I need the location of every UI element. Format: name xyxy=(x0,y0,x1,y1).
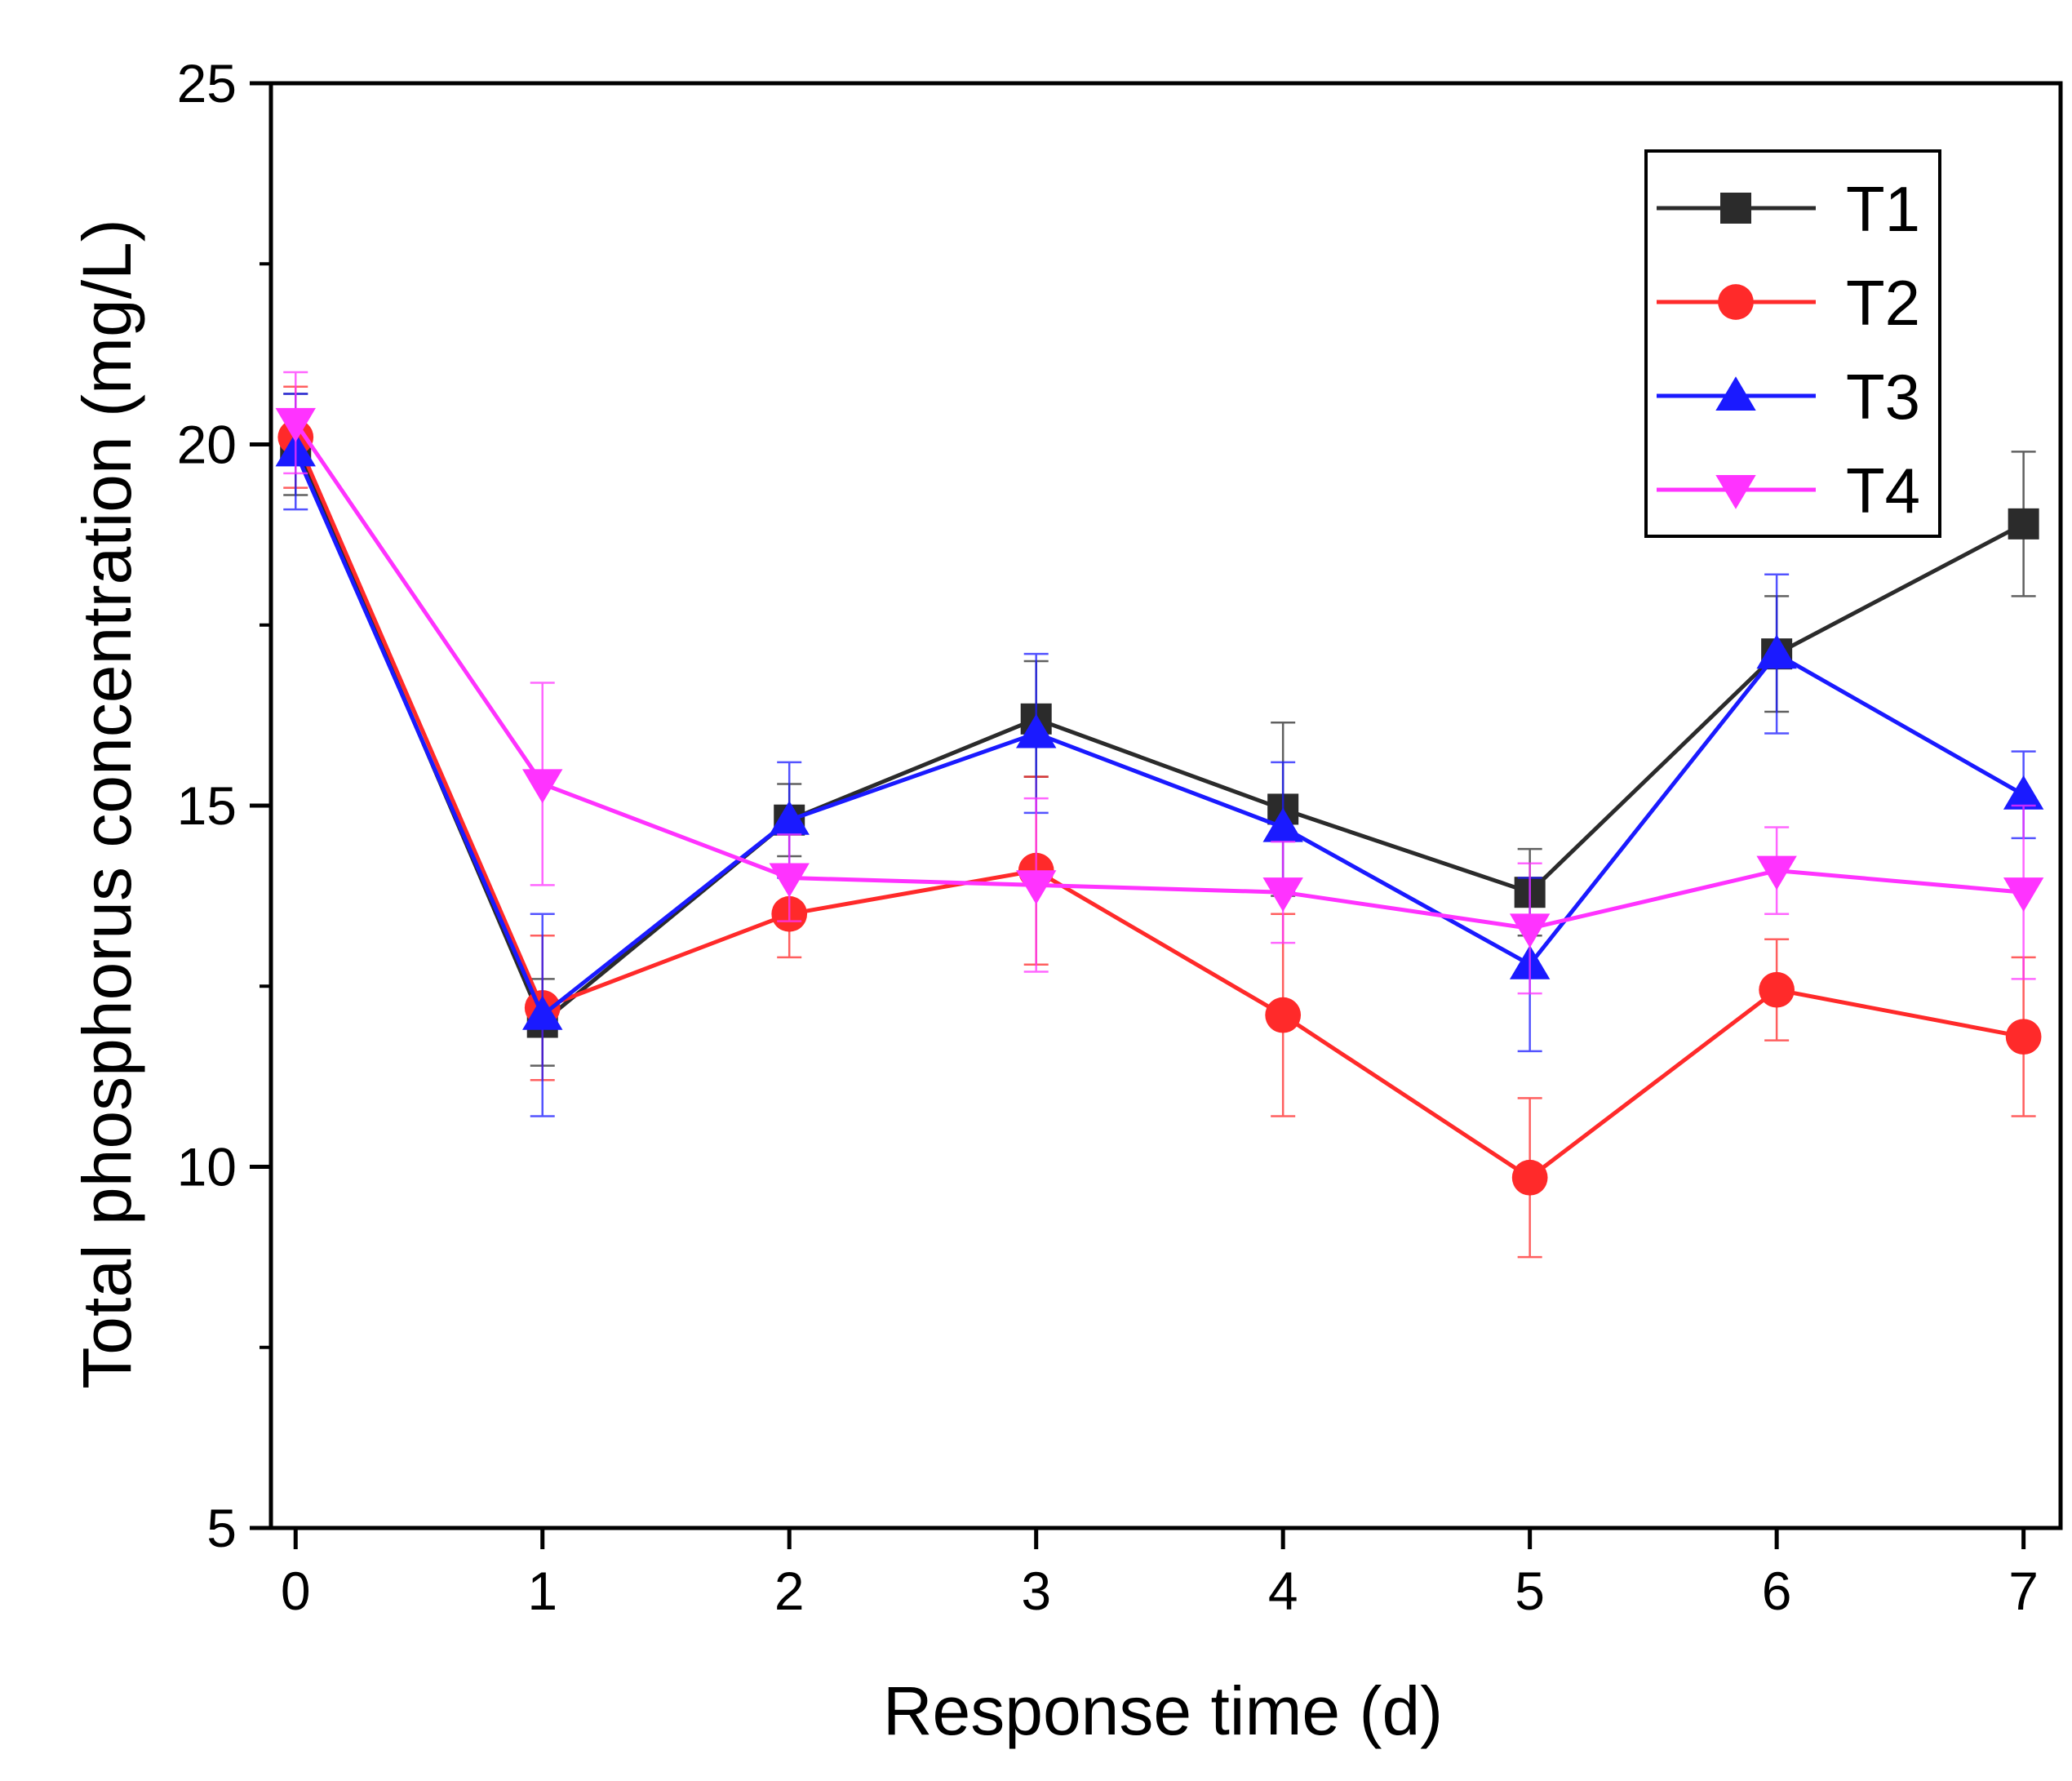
y-tick-label: 10 xyxy=(177,1137,237,1197)
x-tick-label: 0 xyxy=(281,1561,311,1621)
data-point xyxy=(769,800,810,835)
legend-item-T2: T2 xyxy=(1657,267,1920,339)
data-point xyxy=(1015,870,1057,905)
x-tick-label: 3 xyxy=(1021,1561,1051,1621)
data-point xyxy=(1511,1159,1548,1196)
y-tick-label: 25 xyxy=(177,53,237,113)
legend-label: T2 xyxy=(1846,267,1920,339)
data-point xyxy=(1262,807,1303,842)
legend: T1 T2 T3 T4 xyxy=(1644,149,1941,538)
series-line-T1 xyxy=(293,443,2025,1026)
data-point xyxy=(2005,1019,2042,1055)
legend-item-T4: T4 xyxy=(1657,455,1920,526)
legend-label: T4 xyxy=(1846,455,1920,526)
series-line-T2 xyxy=(293,436,2025,1180)
x-tick-label: 2 xyxy=(774,1561,805,1621)
data-point xyxy=(522,995,563,1030)
series-layer xyxy=(275,371,2044,1259)
legend-box xyxy=(1644,149,1941,538)
legend-label: T3 xyxy=(1846,361,1920,433)
legend-marker xyxy=(1715,376,1756,411)
data-point xyxy=(2003,775,2044,810)
series-line-T3 xyxy=(293,451,2025,1019)
series-T4 xyxy=(275,371,2044,995)
y-tick-label: 15 xyxy=(177,775,237,836)
data-point xyxy=(1756,634,1797,669)
data-point xyxy=(522,769,563,804)
legend-marker xyxy=(1720,193,1751,224)
x-tick-label: 6 xyxy=(1762,1561,1792,1621)
data-point xyxy=(2008,508,2039,540)
series-line-T4 xyxy=(294,421,2024,930)
x-tick-label: 7 xyxy=(2008,1561,2039,1621)
legend-marker xyxy=(1718,284,1754,320)
data-point xyxy=(1759,971,1795,1008)
legend-item-T3: T3 xyxy=(1657,361,1920,433)
y-axis: 5 10 15 20 25 xyxy=(177,53,271,1558)
data-point xyxy=(769,863,810,898)
data-point xyxy=(1262,877,1303,912)
y-tick-label: 20 xyxy=(177,415,237,475)
legend-marker xyxy=(1715,474,1756,509)
legend-item-T1: T1 xyxy=(1657,173,1920,245)
y-axis-title: Total phosphorus concentration (mg/L) xyxy=(69,219,145,1388)
data-point xyxy=(1509,913,1551,948)
x-tick-label: 1 xyxy=(527,1561,557,1621)
data-point xyxy=(275,407,316,442)
data-point xyxy=(1015,713,1057,748)
data-point xyxy=(2003,877,2044,912)
data-point xyxy=(1265,997,1302,1033)
data-point xyxy=(1756,855,1797,890)
x-tick-label: 5 xyxy=(1515,1561,1545,1621)
x-tick-label: 4 xyxy=(1268,1561,1298,1621)
x-axis: 0 1 2 3 4 5 6 7 xyxy=(281,1528,2039,1621)
y-tick-label: 5 xyxy=(206,1498,237,1558)
x-axis-title: Response time (d) xyxy=(883,1672,1443,1749)
legend-label: T1 xyxy=(1846,173,1920,245)
